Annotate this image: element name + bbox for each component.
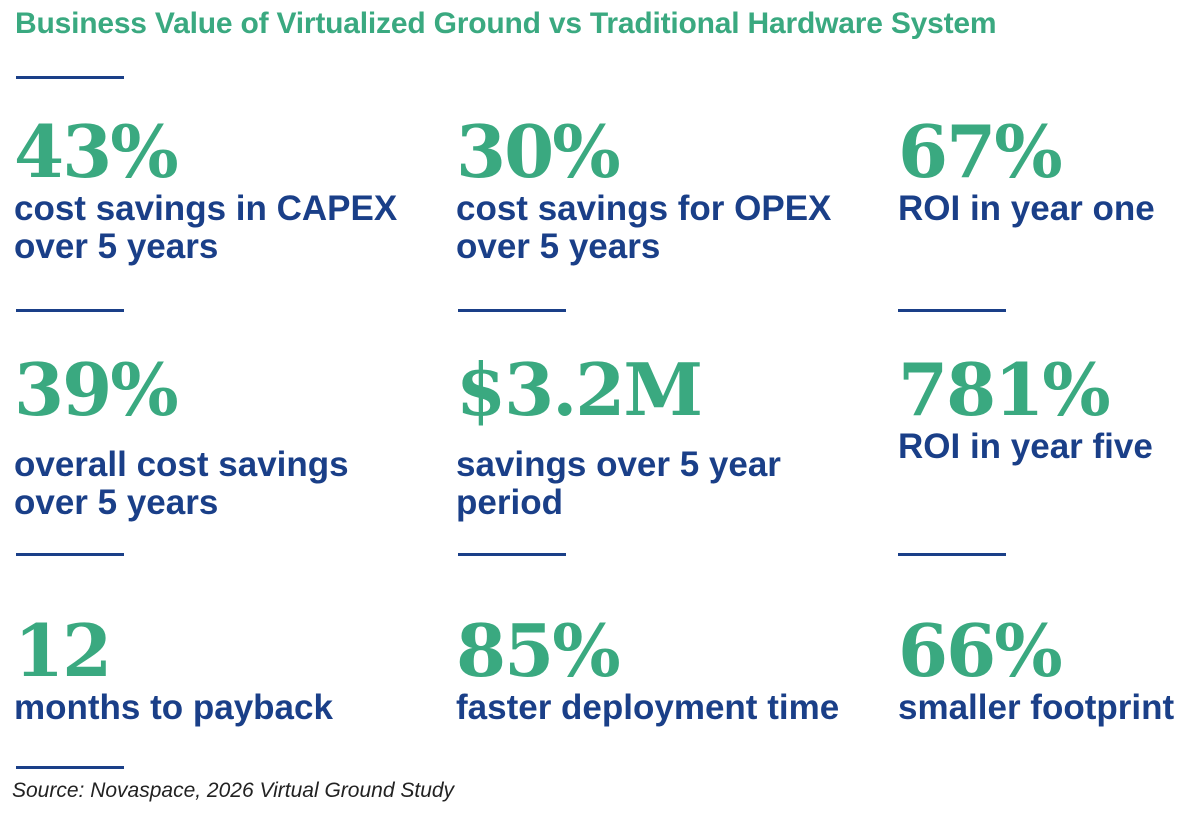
stat-value: 781% bbox=[898, 347, 1111, 432]
stat-value: 67% bbox=[898, 109, 1063, 194]
stat-description-line2: over 5 years bbox=[456, 227, 661, 266]
stat-savings-total: $3.2M savings over 5 year period bbox=[456, 350, 781, 524]
divider bbox=[898, 553, 1006, 556]
stat-description-line1: faster deployment time bbox=[456, 688, 840, 727]
stat-roi-year-one: 67% ROI in year one bbox=[898, 112, 1155, 230]
stat-payback: 12 months to payback bbox=[14, 611, 333, 729]
stat-description-line1: smaller footprint bbox=[898, 688, 1175, 727]
stat-description-line1: savings over 5 year bbox=[456, 445, 781, 484]
stat-value: 66% bbox=[898, 608, 1063, 693]
divider bbox=[16, 766, 124, 769]
stat-description-line2: over 5 years bbox=[14, 227, 219, 266]
stat-opex-savings: 30% cost savings for OPEX over 5 years bbox=[456, 112, 831, 268]
divider bbox=[898, 309, 1006, 312]
stat-value: 30% bbox=[456, 109, 621, 194]
stat-description-line2: over 5 years bbox=[14, 483, 219, 522]
stat-roi-year-five: 781% ROI in year five bbox=[898, 350, 1153, 468]
stat-capex-savings: 43% cost savings in CAPEX over 5 years bbox=[14, 112, 397, 268]
divider bbox=[16, 309, 124, 312]
stat-value: 39% bbox=[14, 347, 179, 432]
stat-description-line1: cost savings in CAPEX bbox=[14, 189, 398, 228]
divider bbox=[16, 76, 124, 79]
stat-description-line1: cost savings for OPEX bbox=[456, 189, 832, 228]
page-title: Business Value of Virtualized Ground vs … bbox=[15, 7, 997, 40]
stat-description-line1: ROI in year five bbox=[898, 427, 1153, 466]
stat-description-line1: overall cost savings bbox=[14, 445, 349, 484]
source-note: Source: Novaspace, 2026 Virtual Ground S… bbox=[12, 779, 455, 802]
stat-description-line2: period bbox=[456, 483, 563, 522]
stat-value: 43% bbox=[14, 109, 179, 194]
divider bbox=[16, 553, 124, 556]
stat-value: 12 bbox=[14, 608, 112, 693]
stat-description-line1: months to payback bbox=[14, 688, 333, 727]
stat-value: $3.2M bbox=[456, 347, 703, 432]
stat-description-line1: ROI in year one bbox=[898, 189, 1155, 228]
divider bbox=[458, 309, 566, 312]
divider bbox=[458, 553, 566, 556]
stat-footprint: 66% smaller footprint bbox=[898, 611, 1174, 729]
stat-value: 85% bbox=[456, 608, 621, 693]
stat-overall-savings: 39% overall cost savings over 5 years bbox=[14, 350, 349, 524]
stat-deployment-time: 85% faster deployment time bbox=[456, 611, 839, 729]
